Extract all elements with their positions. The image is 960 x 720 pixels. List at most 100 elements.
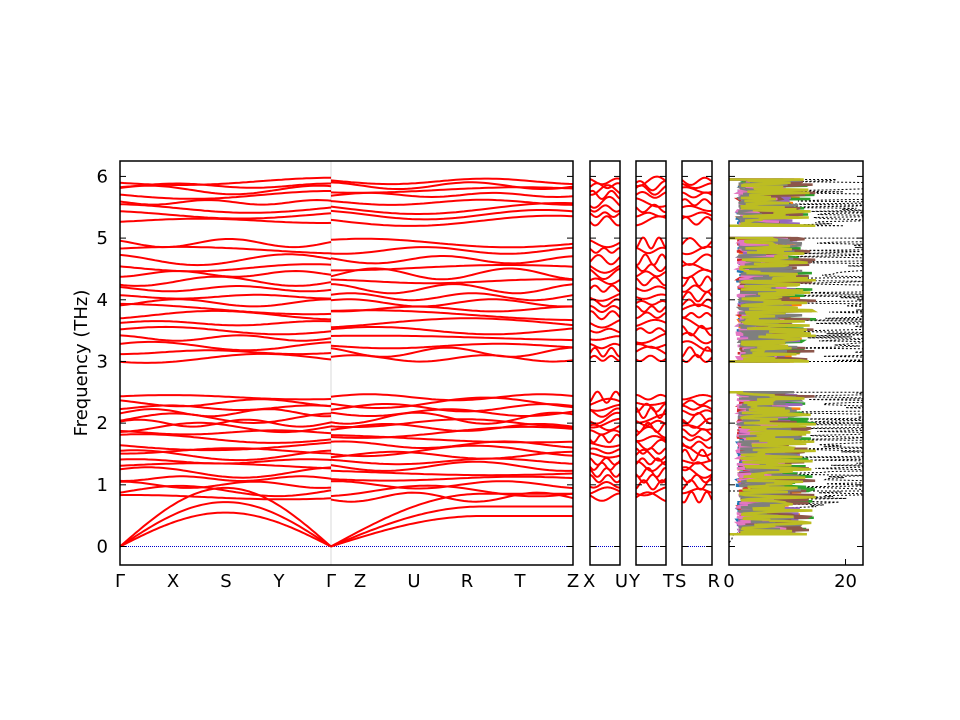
band-acoustic_and_low-10 — [636, 447, 666, 455]
dos-total-0 — [729, 391, 863, 492]
band-middle-9 — [636, 305, 666, 313]
band-upper-7 — [120, 217, 332, 224]
band-acoustic_and_low-14 — [590, 467, 620, 478]
band-middle-6 — [590, 284, 620, 293]
band-upper-6 — [330, 209, 573, 221]
band-acoustic_and_low-13 — [682, 461, 712, 472]
band-acoustic_and_low-3 — [590, 407, 620, 418]
band-middle-13 — [636, 332, 666, 345]
band-middle-10 — [682, 312, 712, 319]
band-middle-10 — [636, 311, 666, 319]
band-middle-5 — [330, 278, 573, 285]
x-tick-label: U — [407, 571, 420, 592]
band-upper-1 — [120, 182, 331, 189]
band-acoustic_and_low-0 — [636, 393, 666, 401]
band-acoustic_and_low-15 — [590, 474, 620, 484]
band-middle-16 — [682, 353, 712, 364]
y-axis-title: Frequency (THz) — [71, 290, 92, 437]
band-middle-13 — [120, 334, 332, 342]
panel-frame — [589, 160, 621, 566]
x-tick-label: S — [220, 571, 231, 592]
band-acoustic_and_low-11 — [120, 449, 332, 462]
band-acoustic_and_low-2 — [682, 404, 712, 411]
band-acoustic_and_low-7 — [682, 428, 712, 437]
acoustic-band-a-0 — [120, 486, 332, 548]
band-upper-7 — [330, 214, 573, 227]
y-tick-label: 0 — [97, 536, 108, 557]
band-middle-9 — [120, 302, 332, 316]
band-acoustic_and_low-17 — [590, 486, 620, 495]
band-upper-0 — [330, 177, 573, 186]
dos-curves — [729, 178, 863, 547]
band-lines — [636, 175, 666, 547]
band-middle-6 — [682, 284, 712, 293]
band-acoustic_and_low-12 — [682, 459, 712, 465]
band-middle-7 — [330, 292, 573, 302]
panel-frame — [681, 160, 713, 566]
band-middle-8 — [330, 298, 573, 308]
x-tick-label: Γ — [326, 571, 336, 592]
band-acoustic_and_low-2 — [590, 403, 620, 412]
band-middle-3 — [120, 263, 332, 273]
x-tick-label: R — [707, 571, 720, 592]
band-acoustic_and_low-16 — [590, 481, 620, 489]
dos-partial-2-8 — [729, 178, 816, 228]
band-acoustic_and_low-0 — [120, 394, 332, 401]
band-acoustic_and_low-7 — [330, 425, 573, 439]
band-acoustic_and_low-9 — [120, 441, 332, 452]
band-acoustic_and_low-0 — [590, 390, 620, 404]
band-acoustic_and_low-6 — [590, 423, 620, 432]
band-acoustic_and_low-10 — [590, 447, 620, 455]
band-middle-4 — [636, 270, 666, 278]
band-acoustic_and_low-17 — [330, 484, 573, 498]
band-middle-0 — [636, 236, 666, 250]
band-middle-14 — [590, 342, 620, 350]
band-upper-0 — [590, 177, 620, 186]
band-middle-1 — [590, 247, 620, 254]
band-upper-5 — [330, 202, 573, 215]
x-tick-label: X — [583, 571, 595, 592]
band-middle-4 — [682, 268, 712, 280]
band-middle-16 — [590, 354, 620, 362]
band-middle-15 — [590, 346, 620, 358]
band-middle-16 — [120, 352, 332, 364]
x-tick-label: T — [514, 571, 527, 592]
y-tick-label: 4 — [97, 290, 108, 311]
acoustic-band-b-0 — [330, 492, 573, 548]
band-middle-14 — [682, 340, 712, 352]
band-acoustic_and_low-10 — [120, 447, 332, 455]
band-acoustic_and_low-1 — [120, 398, 332, 408]
band-upper-2 — [120, 184, 332, 196]
band-acoustic_and_low-16 — [682, 479, 712, 491]
band-acoustic_and_low-3 — [120, 408, 332, 418]
x-tick-label: Z — [567, 571, 579, 592]
x-tick-label: R — [461, 571, 474, 592]
y-tick-label: 1 — [97, 475, 108, 496]
y-tick-label: 2 — [97, 413, 108, 434]
band-middle-14 — [330, 342, 573, 350]
band-middle-2 — [636, 253, 666, 266]
band-acoustic_and_low-13 — [590, 461, 620, 471]
band-middle-15 — [120, 349, 332, 356]
band-upper-4 — [590, 195, 620, 209]
band-acoustic_and_low-0 — [682, 394, 712, 401]
band-acoustic_and_low-5 — [120, 418, 332, 428]
band-middle-15 — [636, 345, 666, 355]
band-middle-16 — [330, 354, 573, 363]
band-acoustic_and_low-18 — [120, 494, 332, 501]
band-middle-8 — [120, 298, 332, 308]
band-middle-2 — [590, 254, 620, 266]
band-middle-13 — [682, 331, 712, 345]
band-middle-12 — [590, 327, 620, 334]
band-acoustic_and_low-4 — [590, 411, 620, 425]
band-middle-12 — [330, 326, 573, 336]
band-upper-4 — [682, 198, 712, 207]
band-middle-5 — [682, 275, 712, 287]
band-middle-3 — [331, 264, 573, 272]
band-acoustic_and_low-5 — [590, 417, 620, 429]
band-upper-1 — [636, 180, 666, 192]
